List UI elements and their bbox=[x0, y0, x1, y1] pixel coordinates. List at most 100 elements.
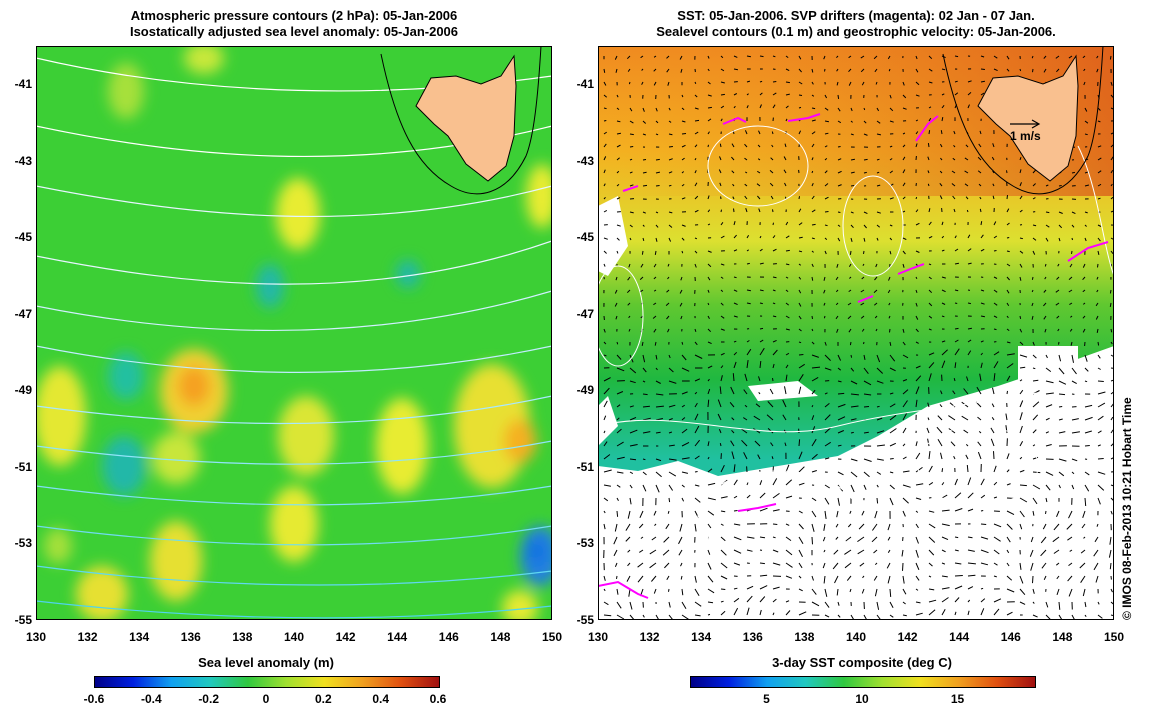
velocity-arrow bbox=[616, 354, 622, 360]
velocity-arrow bbox=[642, 380, 646, 383]
velocity-arrow bbox=[967, 302, 972, 305]
velocity-arrow bbox=[1095, 575, 1099, 583]
velocity-arrow bbox=[837, 224, 841, 227]
velocity-arrow bbox=[625, 523, 631, 531]
velocity-arrow bbox=[694, 237, 698, 240]
velocity-arrow bbox=[746, 235, 750, 239]
velocity-arrow bbox=[1084, 211, 1088, 214]
velocity-arrow bbox=[836, 263, 839, 268]
velocity-arrow bbox=[889, 197, 894, 200]
velocity-arrow bbox=[667, 263, 670, 267]
velocity-arrow bbox=[1095, 315, 1099, 320]
velocity-arrow bbox=[824, 614, 830, 618]
velocity-arrow bbox=[603, 588, 606, 592]
velocity-arrow bbox=[848, 328, 852, 333]
velocity-arrow bbox=[849, 276, 852, 279]
velocity-arrow bbox=[1110, 250, 1114, 254]
velocity-arrow bbox=[811, 143, 815, 148]
velocity-arrow bbox=[707, 456, 710, 460]
velocity-arrow bbox=[1096, 289, 1099, 293]
velocity-arrow bbox=[732, 373, 735, 382]
velocity-arrow bbox=[629, 211, 634, 214]
velocity-arrow bbox=[757, 158, 761, 161]
velocity-arrow bbox=[952, 195, 956, 200]
velocity-arrow bbox=[1045, 224, 1050, 228]
velocity-arrow bbox=[681, 588, 684, 596]
velocity-arrow bbox=[991, 417, 995, 421]
velocity-arrow bbox=[875, 263, 878, 268]
right-lon-tick: 140 bbox=[845, 630, 867, 644]
velocity-arrow bbox=[1032, 68, 1034, 73]
velocity-arrow bbox=[1006, 549, 1010, 554]
velocity-arrow bbox=[720, 68, 725, 72]
velocity-arrow bbox=[941, 276, 946, 279]
velocity-arrow bbox=[1093, 549, 1099, 557]
velocity-arrow bbox=[681, 404, 685, 408]
velocity-arrow bbox=[1019, 68, 1022, 72]
velocity-arrow bbox=[980, 549, 989, 554]
velocity-arrow bbox=[1006, 390, 1008, 395]
velocity-arrow bbox=[694, 588, 700, 597]
velocity-arrow bbox=[616, 341, 619, 345]
velocity-arrow bbox=[681, 614, 689, 620]
velocity-arrow bbox=[824, 196, 829, 200]
velocity-arrow bbox=[616, 224, 621, 227]
velocity-arrow bbox=[940, 390, 943, 395]
velocity-arrow bbox=[941, 340, 946, 343]
velocity-arrow bbox=[603, 354, 607, 357]
right_panel-colorbar-tick: 15 bbox=[950, 692, 965, 706]
velocity-arrow bbox=[694, 182, 698, 187]
velocity-arrow bbox=[927, 438, 930, 447]
velocity-arrow bbox=[954, 562, 962, 565]
velocity-arrow bbox=[1108, 549, 1112, 558]
velocity-arrow bbox=[694, 354, 703, 359]
velocity-arrow bbox=[653, 328, 657, 333]
velocity-arrow bbox=[1097, 224, 1102, 227]
sealevel-contours bbox=[598, 125, 1114, 562]
velocity-arrow bbox=[1006, 523, 1013, 530]
velocity-arrow bbox=[1031, 55, 1034, 59]
velocity-arrow bbox=[915, 601, 921, 604]
velocity-arrow bbox=[733, 302, 738, 306]
velocity-arrow bbox=[928, 549, 935, 556]
velocity-arrow bbox=[798, 315, 802, 320]
velocity-arrow bbox=[666, 289, 670, 293]
velocity-arrow bbox=[1053, 523, 1060, 531]
velocity-arrow bbox=[915, 276, 918, 280]
velocity-arrow bbox=[954, 492, 962, 499]
velocity-arrow bbox=[823, 302, 826, 306]
velocity-arrow bbox=[963, 429, 969, 434]
velocity-arrow bbox=[850, 380, 858, 385]
velocity-arrow bbox=[1110, 402, 1114, 408]
velocity-arrow bbox=[941, 221, 944, 226]
velocity-arrow bbox=[837, 237, 841, 242]
velocity-arrow bbox=[992, 195, 995, 200]
velocity-arrow bbox=[785, 235, 790, 239]
velocity-arrow bbox=[863, 471, 870, 478]
velocity-arrow bbox=[720, 105, 725, 109]
left-lat-tick: -51 bbox=[14, 459, 32, 474]
velocity-arrow bbox=[642, 405, 650, 408]
velocity-arrow bbox=[876, 354, 881, 363]
velocity-arrow bbox=[1005, 413, 1008, 421]
velocity-arrow bbox=[720, 55, 724, 59]
velocity-arrow bbox=[733, 93, 738, 96]
velocity-arrow bbox=[965, 454, 969, 460]
velocity-arrow bbox=[992, 143, 995, 148]
velocity-arrow bbox=[902, 132, 906, 135]
velocity-arrow bbox=[978, 143, 982, 148]
velocity-arrow bbox=[681, 354, 687, 361]
velocity-arrow bbox=[769, 182, 774, 187]
velocity-arrow bbox=[759, 609, 762, 616]
velocity-arrow bbox=[863, 237, 866, 242]
velocity-arrow bbox=[1006, 353, 1015, 356]
right-lat-tick: -55 bbox=[576, 613, 594, 627]
velocity-arrow bbox=[733, 607, 739, 616]
velocity-arrow bbox=[798, 341, 802, 344]
velocity-arrow bbox=[824, 120, 829, 123]
velocity-arrow bbox=[928, 208, 931, 213]
velocity-arrow bbox=[941, 597, 949, 603]
left-lat-tick: -55 bbox=[14, 613, 32, 627]
velocity-arrow bbox=[753, 415, 761, 421]
velocity-arrow bbox=[603, 183, 606, 187]
